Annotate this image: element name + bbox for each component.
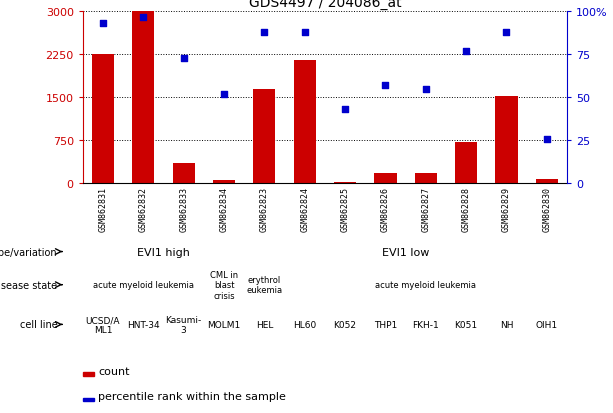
Bar	[495, 96, 517, 184]
Text: cell line: cell line	[20, 320, 58, 330]
Text: GSM862823: GSM862823	[260, 187, 269, 231]
Point	[98, 21, 108, 28]
Text: MOLM1: MOLM1	[207, 320, 241, 329]
Text: acute myeloid leukemia: acute myeloid leukemia	[375, 280, 476, 290]
Text: UCSD/A
ML1: UCSD/A ML1	[86, 315, 120, 334]
Text: GSM862832: GSM862832	[139, 187, 148, 231]
Point	[259, 30, 269, 36]
Point	[421, 86, 431, 93]
Point	[542, 136, 552, 142]
Text: GSM862833: GSM862833	[179, 187, 188, 231]
Text: Kasumi-
3: Kasumi- 3	[166, 315, 202, 334]
Text: erythrol
eukemia: erythrol eukemia	[246, 275, 283, 294]
Text: acute myeloid leukemia: acute myeloid leukemia	[93, 280, 194, 290]
Point	[501, 30, 511, 36]
Text: GSM862824: GSM862824	[300, 187, 309, 231]
Text: disease state: disease state	[0, 280, 58, 290]
Bar	[83, 398, 94, 401]
Bar	[294, 61, 316, 184]
Bar	[414, 174, 437, 184]
Bar	[132, 12, 154, 184]
Text: CML in
blast
crisis: CML in blast crisis	[210, 270, 238, 300]
Bar	[83, 372, 94, 376]
Text: HEL: HEL	[256, 320, 273, 329]
Text: FKH-1: FKH-1	[413, 320, 439, 329]
Bar	[213, 181, 235, 184]
Title: GDS4497 / 204086_at: GDS4497 / 204086_at	[249, 0, 401, 10]
Text: GSM862831: GSM862831	[99, 187, 107, 231]
Text: NH: NH	[500, 320, 513, 329]
Text: K052: K052	[333, 320, 357, 329]
Text: THP1: THP1	[374, 320, 397, 329]
Point	[179, 55, 189, 62]
Point	[381, 83, 390, 89]
Point	[461, 48, 471, 55]
Text: percentile rank within the sample: percentile rank within the sample	[98, 392, 286, 401]
Point	[300, 30, 310, 36]
Text: GSM862829: GSM862829	[502, 187, 511, 231]
Text: HNT-34: HNT-34	[127, 320, 159, 329]
Text: K051: K051	[455, 320, 478, 329]
Bar	[172, 164, 195, 184]
Text: OIH1: OIH1	[536, 320, 558, 329]
Point	[219, 91, 229, 98]
Text: EVI1 high: EVI1 high	[137, 247, 190, 257]
Text: count: count	[98, 366, 130, 376]
Text: GSM862826: GSM862826	[381, 187, 390, 231]
Bar	[375, 174, 397, 184]
Text: GSM862828: GSM862828	[462, 187, 471, 231]
Bar	[92, 55, 114, 184]
Text: EVI1 low: EVI1 low	[382, 247, 429, 257]
Text: GSM862825: GSM862825	[341, 187, 349, 231]
Point	[340, 107, 350, 114]
Bar	[536, 180, 558, 184]
Text: GSM862827: GSM862827	[421, 187, 430, 231]
Text: HL60: HL60	[293, 320, 316, 329]
Bar	[455, 142, 478, 184]
Text: GSM862834: GSM862834	[219, 187, 229, 231]
Bar	[253, 90, 275, 184]
Text: GSM862830: GSM862830	[543, 187, 551, 231]
Point	[139, 14, 148, 21]
Text: genotype/variation: genotype/variation	[0, 247, 58, 257]
Bar	[334, 182, 356, 184]
